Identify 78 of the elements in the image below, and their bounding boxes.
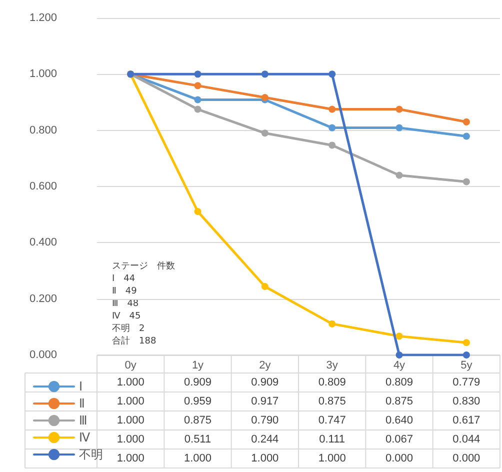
data-label: 0.244	[251, 434, 279, 446]
point	[328, 124, 336, 132]
point	[462, 352, 470, 358]
x-tick-label: 3y	[326, 360, 338, 372]
data-label: 0.959	[184, 396, 212, 408]
data-label: 1.000	[251, 452, 279, 464]
point	[462, 339, 470, 346]
x-tick-label: 0y	[124, 360, 137, 372]
data-label: 0.617	[452, 414, 480, 426]
legend-label: Ⅱ	[79, 396, 85, 410]
point	[396, 106, 403, 113]
x-tick-label: 1y	[192, 360, 204, 372]
point	[396, 124, 403, 132]
point	[194, 82, 202, 90]
x-tick-label: 5y	[460, 360, 473, 372]
point	[194, 208, 202, 215]
data-label: 0.875	[318, 396, 346, 408]
data-label: 0.511	[184, 434, 212, 446]
data-label: 0.000	[385, 452, 414, 464]
data-label: 0.809	[385, 376, 414, 388]
data-label: 0.779	[452, 376, 480, 388]
data-label: 0.809	[318, 376, 346, 388]
y-tick-label: 0.200	[29, 292, 57, 305]
point	[261, 130, 268, 137]
annotation: 合計 188	[112, 336, 156, 346]
data-label: 0.000	[452, 452, 480, 464]
point	[328, 70, 336, 78]
annotation: ステージ 件数	[112, 260, 175, 272]
data-label: 1.000	[116, 414, 144, 426]
point	[261, 94, 268, 101]
point	[396, 172, 403, 179]
y-tick-label: 1.000	[29, 68, 57, 80]
data-label: 1.000	[116, 434, 144, 446]
data-label: 0.875	[385, 396, 414, 408]
point	[194, 106, 202, 113]
y-tick-label: 1.200	[29, 12, 57, 24]
data-label: 1.000	[116, 452, 144, 464]
y-tick-label: 0.600	[29, 180, 57, 192]
data-label: 1.000	[116, 396, 144, 408]
data-label: 0.909	[184, 376, 212, 388]
data-label: 1.000	[184, 452, 212, 464]
annotation: Ⅰ 44	[112, 274, 136, 284]
point	[462, 132, 470, 140]
data-label: 0.875	[184, 414, 212, 426]
point	[328, 142, 336, 149]
legend-label: Ⅳ	[79, 430, 90, 444]
data-label: 0.747	[318, 414, 346, 426]
data-label: 1.000	[318, 452, 346, 464]
y-tick-label: 0.000	[29, 349, 57, 361]
legend-label: 不明	[79, 448, 103, 462]
annotation: 不明 2	[112, 323, 145, 334]
data-label: 1.000	[116, 376, 144, 388]
legend-label: Ⅰ	[79, 380, 83, 394]
point	[396, 332, 403, 340]
data-label: 0.917	[251, 396, 279, 408]
annotation: Ⅱ 49	[112, 286, 138, 296]
point	[194, 96, 202, 104]
point	[194, 70, 202, 78]
point	[328, 320, 336, 328]
annotation: Ⅳ 45	[112, 312, 141, 322]
data-label: 0.044	[452, 434, 480, 446]
point	[462, 178, 470, 186]
y-tick-label: 0.400	[29, 236, 57, 249]
point	[261, 70, 268, 78]
x-tick-label: 4y	[393, 360, 406, 372]
legend-label: Ⅲ	[79, 414, 87, 428]
y-tick-label: 0.800	[29, 124, 57, 136]
point	[261, 282, 268, 290]
data-label: 0.067	[385, 434, 414, 446]
point	[328, 106, 336, 113]
data-label: 0.640	[385, 414, 414, 426]
data-label: 0.111	[319, 434, 346, 446]
point	[396, 352, 403, 358]
x-tick-label: 2y	[259, 360, 272, 372]
point	[462, 118, 470, 126]
data-label: 0.830	[452, 396, 480, 408]
data-label: 0.790	[251, 414, 279, 426]
data-label: 0.909	[251, 376, 279, 388]
